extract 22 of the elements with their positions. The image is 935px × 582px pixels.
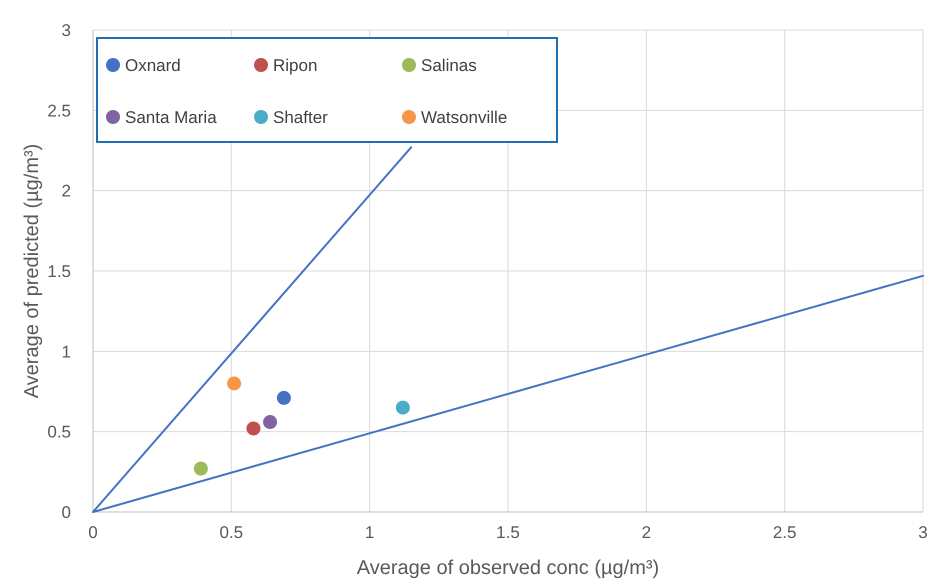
y-tick-label: 1.5	[47, 262, 71, 281]
y-tick-label: 1	[62, 342, 71, 362]
x-tick-label: 2	[642, 523, 652, 542]
legend-label: Ripon	[273, 56, 318, 75]
legend-label: Oxnard	[125, 56, 181, 75]
x-tick-label: 3	[918, 523, 928, 542]
y-tick-label: 2	[62, 182, 71, 201]
x-tick-label: 1	[364, 523, 374, 542]
y-tick-label: 0.5	[47, 422, 71, 442]
legend-label: Santa Maria	[125, 108, 218, 127]
legend-label: Shafter	[273, 108, 328, 127]
y-axis-title: Average of predicted (µg/m³)	[21, 144, 43, 398]
x-axis-title: Average of observed conc (µg/m³)	[356, 557, 660, 579]
y-tick-label: 3	[62, 21, 71, 40]
x-tick-label: 0	[88, 523, 98, 542]
legend-label: Salinas	[421, 56, 477, 75]
x-tick-label: 1.5	[496, 523, 520, 542]
x-tick-label: 2.5	[772, 523, 796, 542]
y-tick-label: 2.5	[47, 101, 71, 120]
x-tick-label: 0.5	[220, 523, 244, 542]
y-tick-label: 0	[62, 503, 71, 522]
legend-label: Watsonville	[421, 108, 508, 127]
